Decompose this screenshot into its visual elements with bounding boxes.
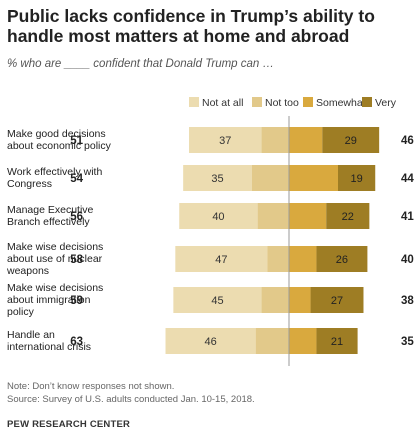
bar-very	[326, 203, 370, 229]
data-label-very: 27	[331, 295, 343, 307]
bar-not-too	[255, 328, 289, 354]
net-not-confident-label: 54	[70, 173, 83, 185]
bar-somewhat	[289, 165, 338, 191]
legend-swatch	[252, 97, 262, 107]
bar-very	[316, 246, 368, 272]
row-label-work-effectively-with-congress: Work effectively with Congress	[7, 166, 142, 190]
net-confident-label: 38	[401, 295, 414, 307]
bar-very	[338, 165, 376, 191]
row-label-line: Work effectively with	[7, 166, 103, 178]
row-label-line: about use of nuclear	[7, 253, 103, 265]
data-label-not-at-all: 35	[211, 173, 223, 185]
data-label-very: 26	[336, 254, 348, 266]
data-label-not-at-all: 37	[219, 135, 231, 147]
row-label-make-wise-decisions-about-use-of-nuclear-weapons: Make wise decisions about use of nuclear w…	[7, 241, 142, 277]
bar-not-too	[257, 203, 289, 229]
row-label-manage-executive-branch-effectively: Manage Executive Branch effectively	[7, 204, 142, 228]
net-confident-label: 46	[401, 135, 414, 147]
row-label-line: weapons	[7, 265, 50, 277]
data-label-not-at-all: 47	[215, 254, 227, 266]
legend-label: Not too	[265, 97, 299, 109]
legend-label: Very	[375, 97, 397, 109]
bar-not-too	[267, 246, 289, 272]
bar-somewhat	[289, 127, 323, 153]
legend-item-very: Very	[362, 96, 396, 110]
bar-not-too	[261, 287, 289, 313]
row-label-line: Congress	[7, 178, 52, 190]
row-label-line: about immigration	[7, 294, 91, 306]
net-not-confident-label: 63	[70, 336, 83, 348]
legend-label: Not at all	[202, 97, 244, 109]
data-label-not-at-all: 45	[211, 295, 223, 307]
data-label-not-at-all: 46	[204, 336, 216, 348]
legend: Not at all Not too Somewhat Very	[0, 96, 419, 110]
net-not-confident-label: 51	[70, 135, 83, 147]
data-label-very: 21	[331, 336, 343, 348]
row-label-line: Make wise decisions	[7, 241, 104, 253]
net-confident-label: 41	[401, 211, 414, 223]
row-label-make-wise-decisions-about-immigration-policy: Make wise decisions about immigration poli…	[7, 282, 142, 318]
legend-swatch	[189, 97, 199, 107]
chart-subtitle: % who are ____ confident that Donald Tru…	[7, 58, 274, 70]
net-confident-label: 44	[401, 173, 414, 185]
legend-item-not-at-all: Not at all	[189, 96, 243, 110]
bar-row-6: 46 21 63 35	[70, 328, 414, 354]
row-label-line: international crisis	[7, 341, 92, 353]
bar-not-too	[251, 165, 289, 191]
bar-row-3: 40 22 56 41	[70, 203, 414, 229]
bar-not-too	[261, 127, 289, 153]
row-label-make-good-decisions-about-economic-policy: Make good decisions about economic policy	[7, 128, 142, 152]
row-label-line: Make good decisions	[7, 128, 106, 140]
data-label-very: 22	[342, 211, 354, 223]
bar-not-at-all	[173, 287, 262, 313]
bar-row-2: 35 19 54 44	[70, 165, 414, 191]
bar-very	[310, 287, 364, 313]
bar-somewhat	[289, 203, 327, 229]
legend-label: Somewhat	[316, 97, 366, 109]
bar-not-at-all	[165, 328, 256, 354]
source-text: Source: Survey of U.S. adults conducted …	[7, 394, 255, 405]
bar-very	[316, 328, 358, 354]
legend-swatch	[303, 97, 313, 107]
row-label-line: Manage Executive	[7, 204, 94, 216]
bar-row-5: 45 27 59 38	[70, 287, 414, 313]
bar-not-at-all	[189, 127, 262, 153]
net-not-confident-label: 58	[70, 254, 83, 266]
bar-somewhat	[289, 246, 317, 272]
net-not-confident-label: 59	[70, 295, 83, 307]
net-confident-label: 35	[401, 336, 414, 348]
net-not-confident-label: 56	[70, 211, 83, 223]
net-confident-label: 40	[401, 254, 414, 266]
row-label-handle-an-international-crisis: Handle an international crisis	[7, 329, 142, 353]
bar-not-at-all	[183, 165, 252, 191]
row-label-line: policy	[7, 306, 34, 318]
bar-not-at-all	[175, 246, 268, 272]
row-label-line: Branch effectively	[7, 216, 90, 228]
bar-somewhat	[289, 287, 311, 313]
bar-row-1: 37 29 51 46	[70, 127, 414, 153]
legend-swatch	[362, 97, 372, 107]
chart-title: Public lacks confidence in Trump’s abili…	[7, 6, 375, 46]
bar-not-at-all	[179, 203, 258, 229]
bar-somewhat	[289, 328, 317, 354]
brand-text: PEW RESEARCH CENTER	[7, 419, 131, 430]
bar-row-4: 47 26 58 40	[70, 246, 414, 272]
note-text: Note: Don’t know responses not shown.	[7, 381, 175, 392]
legend-item-somewhat: Somewhat	[303, 96, 366, 110]
data-label-not-at-all: 40	[212, 211, 224, 223]
legend-item-not-too: Not too	[252, 96, 299, 110]
row-label-line: about economic policy	[7, 140, 111, 152]
data-label-very: 19	[350, 173, 362, 185]
row-label-line: Make wise decisions	[7, 282, 104, 294]
row-label-line: Handle an	[7, 329, 55, 341]
data-label-very: 29	[345, 135, 357, 147]
bar-very	[322, 127, 380, 153]
